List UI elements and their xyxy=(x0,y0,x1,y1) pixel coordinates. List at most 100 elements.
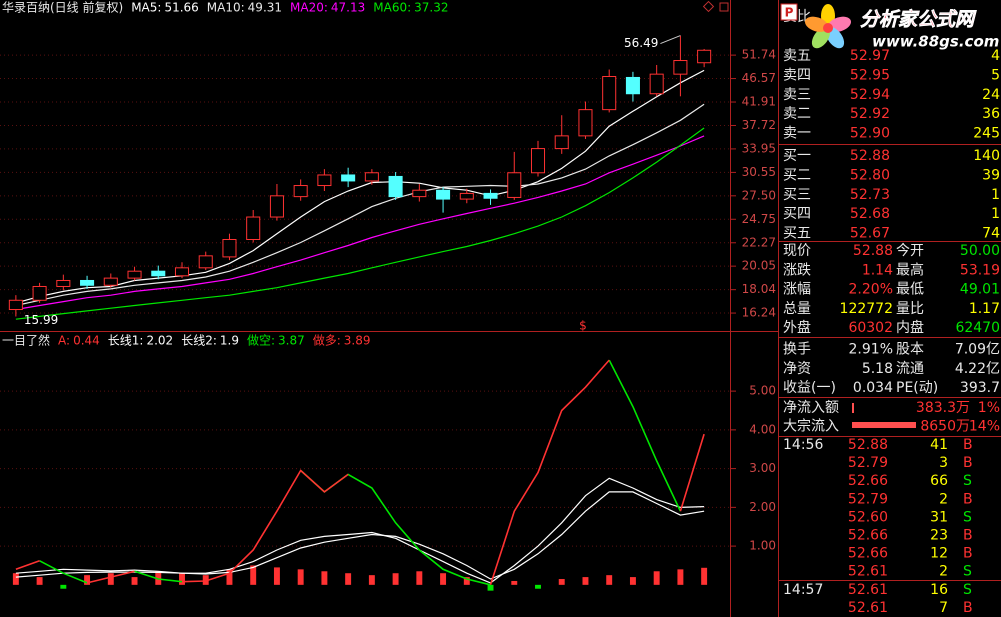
candle-body xyxy=(673,60,688,75)
histogram-bar xyxy=(368,575,375,585)
book-label: 卖四 xyxy=(783,67,811,83)
y-tick-label: 37.72 xyxy=(742,118,776,132)
candle-body xyxy=(317,174,332,187)
y-tick-label: 16.24 xyxy=(742,306,776,320)
book-label: 买四 xyxy=(783,206,811,222)
legend-text: MA60: xyxy=(373,1,411,15)
tick-side: B xyxy=(963,528,973,544)
stat-label: 今开 xyxy=(896,243,924,259)
book-price: 52.95 xyxy=(850,67,890,83)
book-volume: 39 xyxy=(982,167,1000,183)
histogram-bar xyxy=(226,569,233,585)
flow-value: 8650万 xyxy=(920,419,970,435)
candle-body xyxy=(507,172,522,198)
logo-badge-box xyxy=(780,3,798,21)
stat-value: 122772 xyxy=(840,301,893,317)
flow-value: 383.3万 xyxy=(916,400,970,416)
legend-text: 华录百纳(日线 前复权) xyxy=(2,0,123,15)
stat-label: 现价 xyxy=(783,243,811,259)
legend-text: 0.44 xyxy=(73,334,100,348)
y-tick-label: 41.91 xyxy=(742,95,776,109)
histogram-bar xyxy=(677,569,684,585)
stat-label: 收益(一) xyxy=(783,380,836,396)
candle-body xyxy=(246,216,261,240)
tick-price: 52.79 xyxy=(848,455,888,471)
tick-volume: 3 xyxy=(939,455,948,471)
histogram-bar xyxy=(629,577,636,585)
logo-petal xyxy=(826,27,845,49)
tick-price: 52.66 xyxy=(848,546,888,562)
icon[interactable] xyxy=(719,2,729,12)
y-tick-label: 22.27 xyxy=(742,235,776,249)
histogram-bar xyxy=(36,577,43,585)
stat-label: 净资 xyxy=(783,361,811,377)
stat-value: 2.20% xyxy=(849,282,893,298)
book-price: 52.88 xyxy=(850,148,890,164)
histogram-bar xyxy=(345,573,352,585)
candle-body xyxy=(341,174,356,182)
book-label: 买二 xyxy=(783,167,811,183)
logo-petal xyxy=(811,27,830,49)
legend-text: 49.31 xyxy=(248,1,282,15)
legend-text: 2.02 xyxy=(146,334,173,348)
y-tick-label: 1.00 xyxy=(749,539,776,553)
logo-url: www.88gs.com xyxy=(872,33,999,51)
line xyxy=(15,135,705,311)
candle-body xyxy=(222,238,237,258)
y-tick-label: 24.75 xyxy=(742,212,776,226)
book-price: 52.97 xyxy=(850,48,890,64)
logo-petal xyxy=(804,16,829,32)
candle-body xyxy=(554,135,569,150)
legend-text: 长线1: xyxy=(108,334,144,348)
logo-badge: P xyxy=(785,6,794,20)
tick-side: B xyxy=(963,455,973,471)
line xyxy=(15,69,705,304)
tick-price: 52.61 xyxy=(848,582,888,598)
book-price: 52.67 xyxy=(850,226,890,242)
line xyxy=(15,103,705,307)
histogram-bar xyxy=(84,575,91,585)
stat-value: 52.88 xyxy=(853,243,893,259)
histogram-bar xyxy=(202,575,209,585)
candle-body xyxy=(198,255,213,269)
histogram-bar xyxy=(558,579,565,585)
stat-label: 涨跌 xyxy=(783,262,811,278)
legend-text: 长线2: xyxy=(181,334,217,348)
candle-body xyxy=(483,192,498,199)
tick-price: 52.60 xyxy=(848,509,888,525)
tick-volume: 2 xyxy=(939,564,948,580)
histogram-bar xyxy=(392,573,399,585)
candle-body xyxy=(388,175,403,198)
candle-body xyxy=(364,172,379,182)
y-tick-label: 30.55 xyxy=(742,165,776,179)
stat-label: 涨幅 xyxy=(783,282,811,298)
stat-label: 最低 xyxy=(896,282,924,298)
histogram-bar xyxy=(297,569,304,585)
candle-body xyxy=(32,285,47,301)
book-price: 52.80 xyxy=(850,167,890,183)
tick-price: 52.88 xyxy=(848,437,888,453)
stat-label: 量比 xyxy=(896,301,924,317)
line xyxy=(39,359,682,586)
flow-percent: 1% xyxy=(978,400,1000,416)
legend-text: MA5: xyxy=(131,1,161,15)
candle-body xyxy=(8,299,23,311)
line xyxy=(15,127,705,320)
book-price: 52.90 xyxy=(850,126,890,142)
y-tick-label: 3.00 xyxy=(749,461,776,475)
stat-label: PE(动) xyxy=(896,380,938,396)
book-volume: 1 xyxy=(991,206,1000,222)
stat-value: 49.01 xyxy=(960,282,1000,298)
tick-price: 52.66 xyxy=(848,528,888,544)
histogram-bar xyxy=(12,573,19,585)
stat-label: 流通 xyxy=(896,361,924,377)
stat-value: 50.00 xyxy=(960,243,1000,259)
legend-text: 3.89 xyxy=(344,334,371,348)
book-volume: 1 xyxy=(991,187,1000,203)
legend-text: 做空: xyxy=(247,333,275,348)
legend-text: 47.13 xyxy=(331,1,365,15)
icon[interactable] xyxy=(702,0,715,13)
tick-side: S xyxy=(963,564,972,580)
legend-text: 51.66 xyxy=(164,1,198,15)
